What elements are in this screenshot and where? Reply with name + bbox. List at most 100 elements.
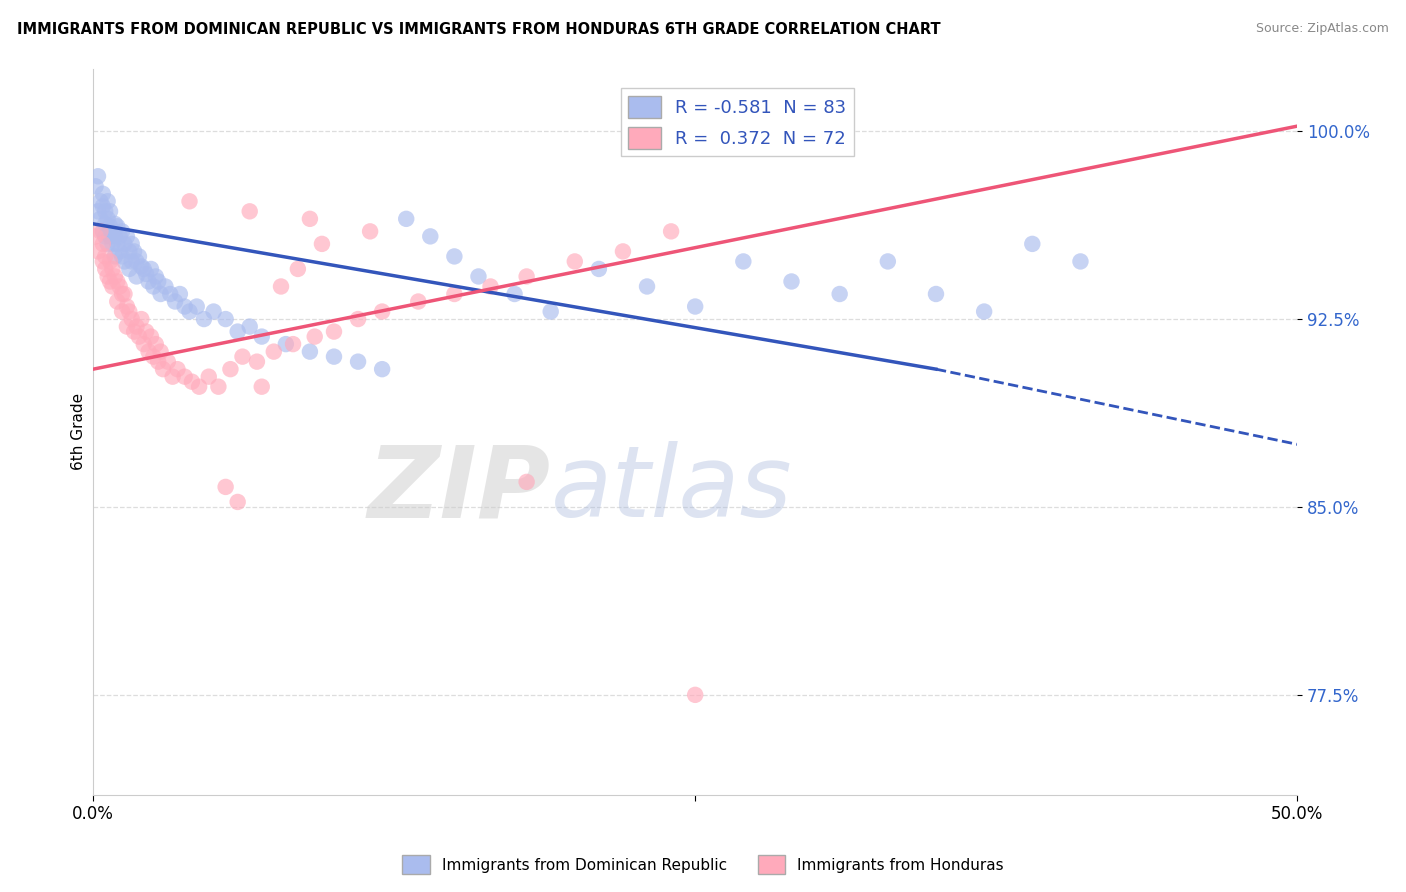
Point bbox=[101, 236, 124, 251]
Point bbox=[87, 204, 110, 219]
Point bbox=[347, 312, 370, 326]
Point bbox=[91, 186, 114, 201]
Point bbox=[89, 194, 111, 209]
Point bbox=[105, 219, 128, 234]
Point bbox=[443, 287, 465, 301]
Point bbox=[188, 380, 211, 394]
Point bbox=[876, 254, 898, 268]
Point bbox=[180, 375, 202, 389]
Point bbox=[359, 224, 381, 238]
Point bbox=[142, 350, 165, 364]
Point bbox=[101, 279, 124, 293]
Point bbox=[128, 249, 150, 263]
Point bbox=[1069, 254, 1091, 268]
Point bbox=[108, 244, 131, 259]
Point bbox=[105, 294, 128, 309]
Point bbox=[94, 249, 117, 263]
Point bbox=[145, 337, 167, 351]
Point bbox=[138, 275, 160, 289]
Point bbox=[97, 211, 120, 226]
Point bbox=[98, 254, 121, 268]
Point bbox=[89, 211, 111, 226]
Text: atlas: atlas bbox=[551, 442, 793, 539]
Point bbox=[84, 229, 107, 244]
Point bbox=[104, 269, 127, 284]
Point bbox=[250, 329, 273, 343]
Point bbox=[132, 337, 155, 351]
Point bbox=[104, 217, 127, 231]
Point bbox=[165, 294, 187, 309]
Point bbox=[142, 279, 165, 293]
Point bbox=[98, 229, 121, 244]
Point bbox=[156, 354, 179, 368]
Point bbox=[311, 236, 333, 251]
Point bbox=[323, 325, 346, 339]
Point bbox=[733, 254, 755, 268]
Point bbox=[87, 169, 110, 184]
Point bbox=[371, 304, 394, 318]
Point bbox=[270, 279, 292, 293]
Point bbox=[148, 354, 170, 368]
Point bbox=[347, 354, 370, 368]
Point bbox=[588, 262, 610, 277]
Point bbox=[925, 287, 948, 301]
Point bbox=[152, 362, 174, 376]
Point bbox=[121, 254, 143, 268]
Point bbox=[636, 279, 658, 293]
Point bbox=[159, 287, 181, 301]
Point bbox=[419, 229, 441, 244]
Point bbox=[479, 279, 502, 293]
Point bbox=[828, 287, 851, 301]
Point bbox=[118, 304, 141, 318]
Point bbox=[246, 354, 269, 368]
Point bbox=[304, 329, 326, 343]
Point bbox=[516, 475, 538, 489]
Point bbox=[105, 236, 128, 251]
Point bbox=[226, 325, 249, 339]
Point bbox=[406, 294, 429, 309]
Point bbox=[135, 325, 157, 339]
Point bbox=[564, 254, 586, 268]
Point bbox=[122, 244, 145, 259]
Legend: Immigrants from Dominican Republic, Immigrants from Honduras: Immigrants from Dominican Republic, Immi… bbox=[396, 849, 1010, 880]
Point bbox=[125, 319, 148, 334]
Point bbox=[97, 269, 120, 284]
Legend: R = -0.581  N = 83, R =  0.372  N = 72: R = -0.581 N = 83, R = 0.372 N = 72 bbox=[621, 88, 853, 156]
Point bbox=[114, 236, 136, 251]
Point bbox=[104, 249, 127, 263]
Point bbox=[148, 275, 170, 289]
Point bbox=[89, 224, 111, 238]
Point bbox=[97, 194, 120, 209]
Point bbox=[197, 369, 219, 384]
Point bbox=[108, 279, 131, 293]
Point bbox=[139, 329, 162, 343]
Point bbox=[250, 380, 273, 394]
Point bbox=[179, 304, 201, 318]
Point bbox=[443, 249, 465, 263]
Point bbox=[298, 344, 321, 359]
Point bbox=[97, 236, 120, 251]
Point bbox=[274, 337, 297, 351]
Point bbox=[395, 211, 418, 226]
Point bbox=[219, 362, 242, 376]
Point bbox=[231, 350, 253, 364]
Point bbox=[287, 262, 309, 277]
Point bbox=[104, 229, 127, 244]
Point bbox=[108, 229, 131, 244]
Point bbox=[516, 269, 538, 284]
Point bbox=[128, 329, 150, 343]
Point bbox=[155, 279, 177, 293]
Point bbox=[298, 211, 321, 226]
Point bbox=[173, 369, 195, 384]
Point bbox=[118, 244, 141, 259]
Point bbox=[207, 380, 229, 394]
Point bbox=[111, 249, 134, 263]
Point bbox=[115, 319, 138, 334]
Point bbox=[111, 287, 134, 301]
Point bbox=[145, 269, 167, 284]
Point bbox=[105, 275, 128, 289]
Point bbox=[973, 304, 995, 318]
Point bbox=[612, 244, 634, 259]
Point bbox=[193, 312, 215, 326]
Point bbox=[114, 254, 136, 268]
